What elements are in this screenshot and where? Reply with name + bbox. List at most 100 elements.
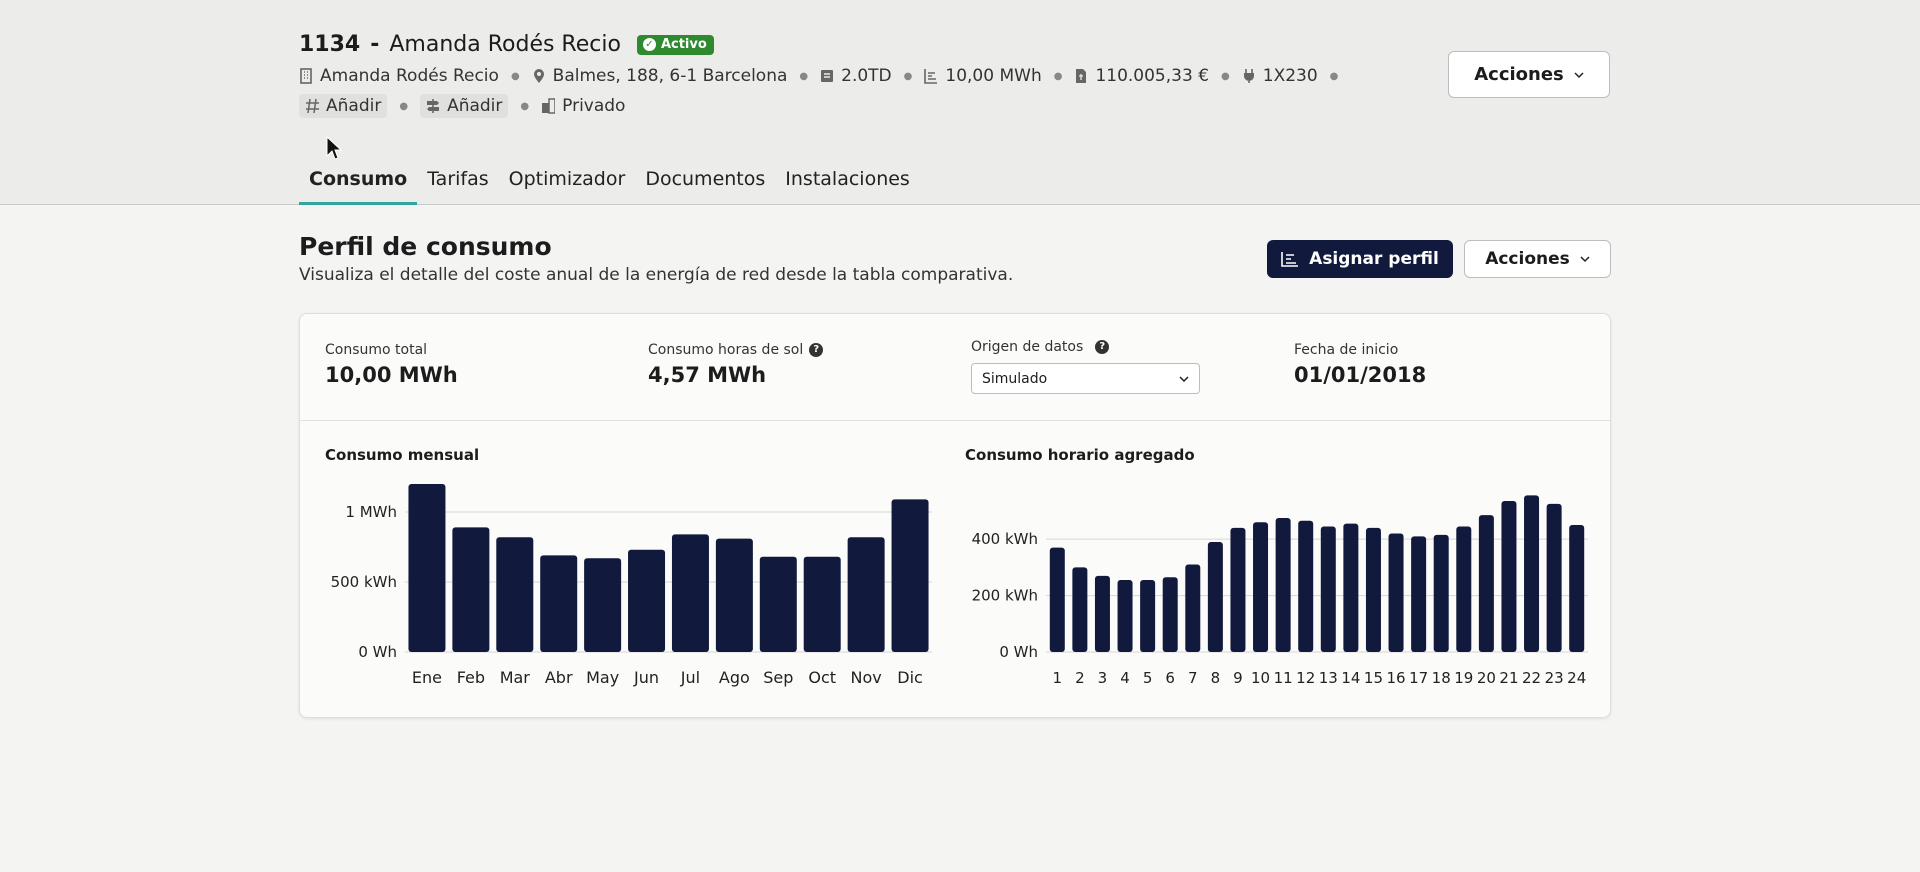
x-tick-label: Jun xyxy=(633,668,659,687)
status-label: Activo xyxy=(660,36,707,52)
bar[interactable] xyxy=(1433,534,1449,652)
meta-separator: ● xyxy=(399,100,409,112)
bar[interactable] xyxy=(1162,577,1178,652)
tab-instalaciones[interactable]: Instalaciones xyxy=(785,168,910,190)
x-tick-label: 14 xyxy=(1341,669,1360,687)
record-id: 1134 xyxy=(299,32,361,57)
help-icon[interactable]: ? xyxy=(809,343,824,357)
stat-sun-label-row: Consumo horas de sol ? xyxy=(648,342,824,358)
bar[interactable] xyxy=(1298,520,1314,652)
meta-item-text: Amanda Rodés Recio xyxy=(320,66,499,86)
plug-icon xyxy=(1243,69,1254,83)
map-pin-icon xyxy=(533,69,544,83)
meta-item-text: 10,00 MWh xyxy=(945,66,1042,86)
tab-tarifas[interactable]: Tarifas xyxy=(427,168,489,190)
bar[interactable] xyxy=(1094,575,1110,652)
bar[interactable] xyxy=(847,537,885,652)
bar[interactable] xyxy=(1478,515,1494,652)
bar[interactable] xyxy=(1456,526,1472,652)
bar[interactable] xyxy=(1569,525,1585,652)
monthly-chart-title: Consumo mensual xyxy=(325,446,480,464)
bar[interactable] xyxy=(759,556,797,652)
meta-item-text: 2.0TD xyxy=(841,66,892,86)
stat-origin-label-row: Origen de datos ? xyxy=(971,339,1200,355)
header-actions-button[interactable]: Acciones xyxy=(1448,51,1610,98)
meta-item-buildings: Privado xyxy=(541,96,625,116)
bar[interactable] xyxy=(628,549,666,652)
bar[interactable] xyxy=(671,534,709,652)
bar[interactable] xyxy=(584,558,622,652)
x-tick-label: Feb xyxy=(457,668,485,687)
meta-row-primary: Amanda Rodés Recio ● Balmes, 188, 6-1 Barc… xyxy=(299,66,1350,86)
bar[interactable] xyxy=(1343,523,1359,652)
hourly-chart-title: Consumo horario agregado xyxy=(965,446,1195,464)
bar-chart-icon xyxy=(924,69,938,84)
stat-total: Consumo total 10,00 MWh xyxy=(325,342,458,387)
record-name: Amanda Rodés Recio xyxy=(389,32,621,57)
meta-item-hash[interactable]: Añadir xyxy=(299,94,388,118)
consumption-card: Consumo total 10,00 MWh Consumo horas de… xyxy=(299,313,1611,718)
meta-item-text: 1X230 xyxy=(1262,66,1318,86)
bar[interactable] xyxy=(540,555,578,652)
check-icon: ✓ xyxy=(642,37,656,51)
bar[interactable] xyxy=(1230,527,1246,652)
x-tick-label: 17 xyxy=(1409,669,1428,687)
x-tick-label: 21 xyxy=(1499,669,1518,687)
bar[interactable] xyxy=(1207,541,1223,652)
meta-item-signpost[interactable]: Añadir xyxy=(420,94,509,118)
bar[interactable] xyxy=(408,484,446,652)
x-tick-label: 9 xyxy=(1233,669,1243,687)
bar[interactable] xyxy=(496,537,534,652)
x-tick-label: 24 xyxy=(1567,669,1586,687)
stat-start: Fecha de inicio 01/01/2018 xyxy=(1294,342,1426,387)
x-tick-label: May xyxy=(586,668,619,687)
bar[interactable] xyxy=(1546,503,1562,652)
stat-sun-value: 4,57 MWh xyxy=(648,363,767,387)
x-tick-label: 6 xyxy=(1165,669,1175,687)
meta-item-building: Amanda Rodés Recio xyxy=(299,66,499,86)
data-origin-value: Simulado xyxy=(982,370,1048,387)
bar[interactable] xyxy=(1117,580,1133,652)
bar[interactable] xyxy=(1524,495,1540,652)
stat-origin-label: Origen de datos xyxy=(971,339,1084,355)
section-actions-button[interactable]: Acciones xyxy=(1464,240,1611,278)
meta-item-text: Añadir xyxy=(326,96,382,116)
bar[interactable] xyxy=(1320,526,1336,652)
bar[interactable] xyxy=(1411,536,1427,652)
x-tick-label: 12 xyxy=(1296,669,1315,687)
bar[interactable] xyxy=(1365,527,1381,652)
stat-total-value: 10,00 MWh xyxy=(325,363,458,387)
invoice-icon xyxy=(1076,69,1087,83)
bar[interactable] xyxy=(1253,522,1269,652)
tab-optimizador[interactable]: Optimizador xyxy=(508,168,626,190)
bar[interactable] xyxy=(1049,547,1065,652)
bar[interactable] xyxy=(1275,517,1291,652)
tab-documentos[interactable]: Documentos xyxy=(645,168,766,190)
chart-icon xyxy=(1281,252,1299,267)
bar[interactable] xyxy=(715,538,753,652)
bar[interactable] xyxy=(1140,580,1156,652)
bar[interactable] xyxy=(1501,501,1517,652)
building-icon xyxy=(300,68,312,84)
x-tick-label: 23 xyxy=(1545,669,1564,687)
bar[interactable] xyxy=(452,527,490,652)
bar[interactable] xyxy=(1388,533,1404,653)
data-origin-select[interactable]: Simulado xyxy=(971,363,1200,394)
help-icon[interactable]: ? xyxy=(1095,340,1110,354)
x-tick-label: 7 xyxy=(1188,669,1198,687)
meta-item-text: Privado xyxy=(562,96,626,116)
stat-origin: Origen de datos ? Simulado xyxy=(971,339,1200,394)
bar[interactable] xyxy=(803,556,841,652)
x-tick-label: 4 xyxy=(1120,669,1130,687)
bar[interactable] xyxy=(891,499,929,652)
bar[interactable] xyxy=(1185,564,1201,652)
x-tick-label: Nov xyxy=(851,668,882,687)
bar[interactable] xyxy=(1072,567,1088,652)
assign-profile-button[interactable]: Asignar perfil xyxy=(1267,240,1453,278)
stat-total-label: Consumo total xyxy=(325,342,428,358)
meta-item-text: Añadir xyxy=(447,96,503,116)
tab-consumo[interactable]: Consumo xyxy=(299,166,418,205)
meta-separator: ● xyxy=(799,70,809,82)
x-tick-label: 16 xyxy=(1386,669,1405,687)
